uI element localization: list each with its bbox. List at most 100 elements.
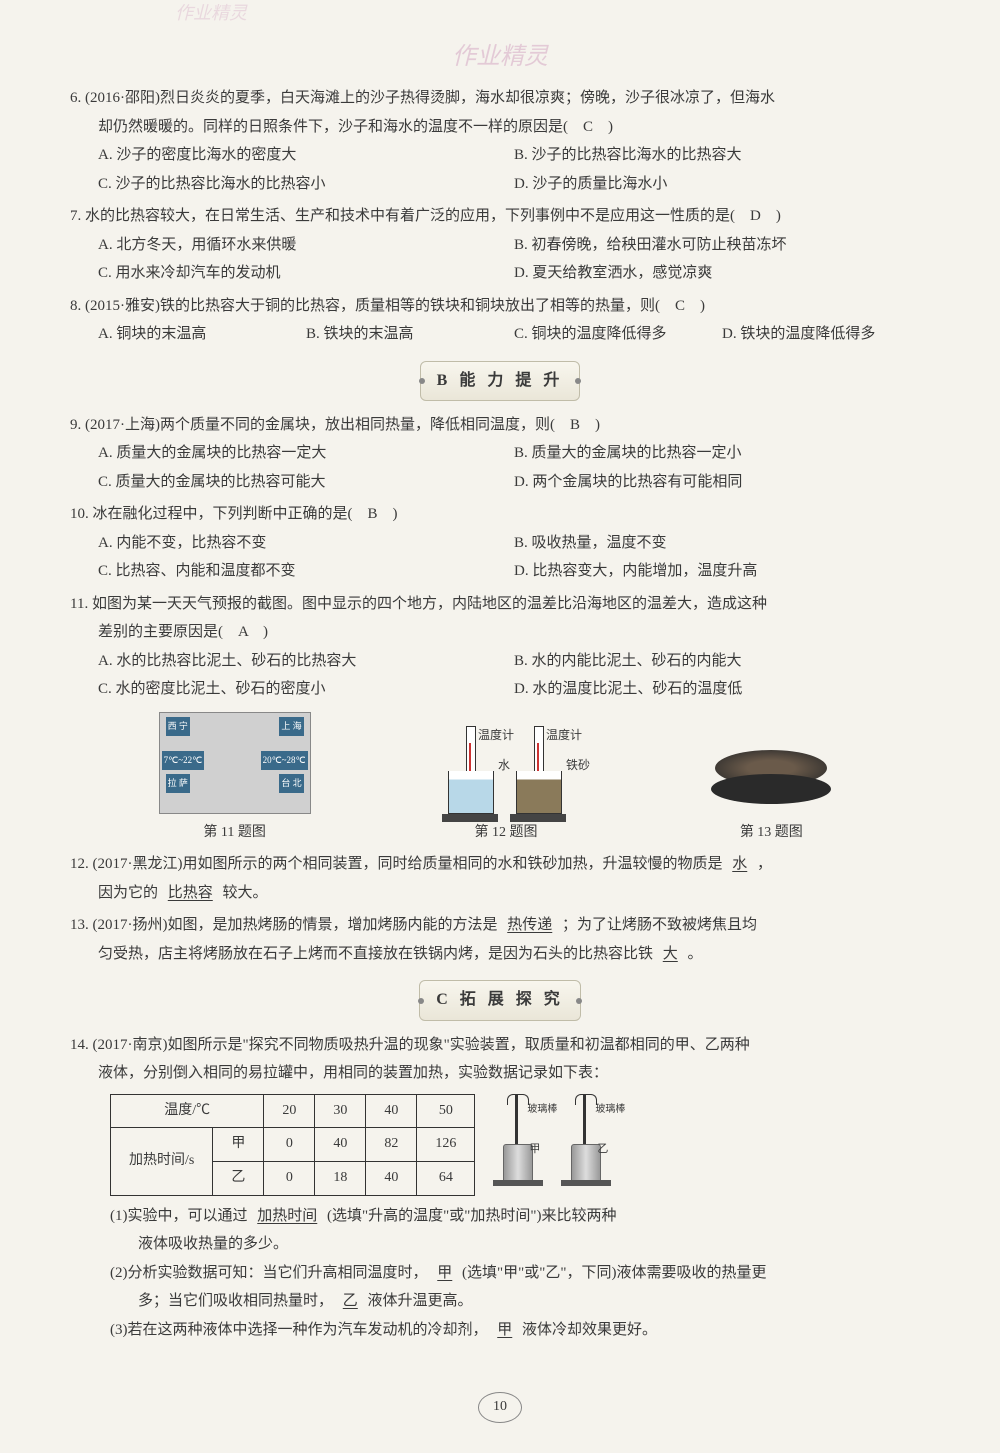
row-jia-label: 甲 [213, 1128, 264, 1162]
q14-sub1-c: 液体吸收热量的多少。 [70, 1230, 930, 1259]
figure-13: 第 13 题图 [701, 734, 841, 847]
q6-stem-1: 6. (2016·邵阳)烈日炎炎的夏季，白天海滩上的沙子热得烫脚，海水却很凉爽；… [70, 84, 930, 113]
q13-text-1: 13. (2017·扬州)如图，是加热烤肠的情景，增加烤肠内能的方法是 [70, 917, 498, 933]
q11-opt-b: B. 水的内能比泥土、砂石的内能大 [514, 647, 930, 676]
q14-sub1-b: (选填"升高的温度"或"加热时间")来比较两种 [327, 1208, 616, 1224]
can-label-1: 玻璃棒 [527, 1104, 557, 1115]
q8-opt-a: A. 铜块的末温高 [98, 320, 306, 349]
can-clip-2 [575, 1094, 597, 1105]
figure-12: 温度计 水 温度计 铁砂 第 12 题图 [448, 744, 564, 847]
q11-opt-c: C. 水的密度比泥土、砂石的密度小 [98, 675, 514, 704]
can-yi-label: 乙 [597, 1139, 608, 1160]
q6-opt-a: A. 沙子的密度比海水的密度大 [98, 141, 514, 170]
question-9: 9. (2017·上海)两个质量不同的金属块，放出相同热量，降低相同温度，则( … [70, 411, 930, 497]
map-temp-1: 7℃~22℃ [162, 751, 205, 770]
page-number: 10 [478, 1392, 522, 1423]
map-city-1: 西 宁 [166, 717, 190, 736]
th-20: 20 [264, 1094, 315, 1128]
q14-sub3: (3)若在这两种液体中选择一种作为汽车发动机的冷却剂， 甲 液体冷却效果更好。 [70, 1316, 930, 1345]
q12-text-4: 较大。 [223, 885, 268, 901]
yi-0: 0 [264, 1162, 315, 1196]
th-30: 30 [315, 1094, 366, 1128]
beaker-body-water [448, 771, 494, 814]
q12-ans-1: 水 [726, 856, 753, 872]
thermometer-icon-2 [534, 726, 544, 776]
q10-opt-c: C. 比热容、内能和温度都不变 [98, 557, 514, 586]
watermark-top: 作业精灵 [452, 35, 548, 81]
th-40: 40 [366, 1094, 417, 1128]
watermark-mid: 作业精灵 [175, 0, 247, 30]
q14-stem-1: 14. (2017·南京)如图所示是"探究不同物质吸热升温的现象"实验装置，取质… [70, 1031, 930, 1060]
q10-opt-d: D. 比热容变大，内能增加，温度升高 [514, 557, 930, 586]
q10-stem: 10. 冰在融化过程中，下列判断中正确的是( B ) [70, 500, 930, 529]
q10-opt-b: B. 吸收热量，温度不变 [514, 529, 930, 558]
cans-diagram: 玻璃棒 甲 玻璃棒 乙 [495, 1094, 613, 1184]
q14-sub2-ans1: 甲 [431, 1265, 458, 1281]
th-50: 50 [417, 1094, 475, 1128]
q14-sub2-line2: 多；当它们吸收相同热量时， 乙 液体升温更高。 [70, 1287, 930, 1316]
question-12: 12. (2017·黑龙江)用如图所示的两个相同装置，同时给质量相同的水和铁砂加… [70, 850, 930, 907]
q10-opt-a: A. 内能不变，比热容不变 [98, 529, 514, 558]
table-row: 温度/℃ 20 30 40 50 [111, 1094, 475, 1128]
can-stand-2 [561, 1180, 611, 1186]
q14-sub1-a: (1)实验中，可以通过 [110, 1208, 248, 1224]
q14-sub2-ans2: 乙 [337, 1293, 364, 1309]
fig-11-caption: 第 11 题图 [159, 820, 311, 847]
jia-82: 82 [366, 1128, 417, 1162]
can-stand-1 [493, 1180, 543, 1186]
stand-1 [442, 814, 498, 822]
map-city-3: 拉 萨 [166, 774, 190, 793]
q13-text-3: 匀受热，店主将烤肠放在石子上烤而不直接放在铁锅内烤，是因为石头的比热容比铁 [98, 946, 653, 962]
q7-opt-c: C. 用水来冷却汽车的发动机 [98, 259, 514, 288]
can-label-2: 玻璃棒 [595, 1104, 625, 1115]
jia-40: 40 [315, 1128, 366, 1162]
page: 作业精灵 6. (2016·邵阳)烈日炎炎的夏季，白天海滩上的沙子热得烫脚，海水… [0, 0, 1000, 1453]
thermometer-icon [466, 726, 476, 776]
q11-opt-d: D. 水的温度比泥土、砂石的温度低 [514, 675, 930, 704]
can-rod-2 [583, 1094, 586, 1149]
q14-sub1-ans: 加热时间 [251, 1208, 323, 1224]
beaker-body-sand [516, 771, 562, 814]
figures-row: 西 宁 上 海 7℃~22℃ 20℃~28℃ 拉 萨 台 北 第 11 题图 温… [70, 712, 930, 847]
q14-sub2-b: (选填"甲"或"乙"，下同)液体需要吸收的热量更 [462, 1265, 766, 1281]
q14-table: 温度/℃ 20 30 40 50 加热时间/s 甲 0 40 82 126 乙 … [110, 1094, 475, 1196]
sand-label: 铁砂 [566, 754, 590, 777]
cooking-pan [701, 734, 841, 814]
section-c-header: C 拓 展 探 究 [70, 980, 930, 1020]
q14-stem-2: 液体，分别倒入相同的易拉罐中，用相同的装置加热，实验数据记录如下表： [70, 1059, 930, 1088]
q13-text-4: 。 [688, 946, 703, 962]
map-temp-2: 20℃~28℃ [261, 751, 308, 770]
weather-map: 西 宁 上 海 7℃~22℃ 20℃~28℃ 拉 萨 台 北 [159, 712, 311, 814]
q9-stem: 9. (2017·上海)两个质量不同的金属块，放出相同热量，降低相同温度，则( … [70, 411, 930, 440]
q9-opt-a: A. 质量大的金属块的比热容一定大 [98, 439, 514, 468]
question-11: 11. 如图为某一天天气预报的截图。图中显示的四个地方，内陆地区的温差比沿海地区… [70, 590, 930, 704]
thermo-label-2: 温度计 [546, 724, 582, 747]
q12-text-1: 12. (2017·黑龙江)用如图所示的两个相同装置，同时给质量相同的水和铁砂加… [70, 856, 723, 872]
question-10: 10. 冰在融化过程中，下列判断中正确的是( B ) A. 内能不变，比热容不变… [70, 500, 930, 586]
map-city-4: 台 北 [279, 774, 303, 793]
q14-sub2: (2)分析实验数据可知：当它们升高相同温度时， 甲 (选填"甲"或"乙"，下同)… [70, 1259, 930, 1288]
page-number-value: 10 [478, 1392, 522, 1423]
q9-opt-b: B. 质量大的金属块的比热容一定小 [514, 439, 930, 468]
q9-opt-d: D. 两个金属块的比热容有可能相同 [514, 468, 930, 497]
q8-opt-b: B. 铁块的末温高 [306, 320, 514, 349]
yi-18: 18 [315, 1162, 366, 1196]
q6-opt-b: B. 沙子的比热容比海水的比热容大 [514, 141, 930, 170]
question-14: 14. (2017·南京)如图所示是"探究不同物质吸热升温的现象"实验装置，取质… [70, 1031, 930, 1344]
q7-opt-d: D. 夏天给教室洒水，感觉凉爽 [514, 259, 930, 288]
q8-opt-d: D. 铁块的温度降低得多 [722, 320, 930, 349]
fig-12-caption: 第 12 题图 [448, 820, 564, 847]
can-clip-1 [507, 1094, 529, 1105]
q13-ans-2: 大 [657, 946, 684, 962]
q14-sub3-a: (3)若在这两种液体中选择一种作为汽车发动机的冷却剂， [110, 1322, 488, 1338]
row-yi-label: 乙 [213, 1162, 264, 1196]
q6-stem-2: 却仍然暖暖的。同样的日照条件下，沙子和海水的温度不一样的原因是( C ) [70, 113, 930, 142]
can-yi: 玻璃棒 乙 [563, 1094, 613, 1184]
yi-64: 64 [417, 1162, 475, 1196]
fig-13-caption: 第 13 题图 [701, 820, 841, 847]
th-temp: 温度/℃ [111, 1094, 264, 1128]
q11-stem-1: 11. 如图为某一天天气预报的截图。图中显示的四个地方，内陆地区的温差比沿海地区… [70, 590, 930, 619]
q7-stem: 7. 水的比热容较大，在日常生活、生产和技术中有着广泛的应用，下列事例中不是应用… [70, 202, 930, 231]
figure-11: 西 宁 上 海 7℃~22℃ 20℃~28℃ 拉 萨 台 北 第 11 题图 [159, 712, 311, 847]
q12-text-3: 因为它的 [98, 885, 158, 901]
